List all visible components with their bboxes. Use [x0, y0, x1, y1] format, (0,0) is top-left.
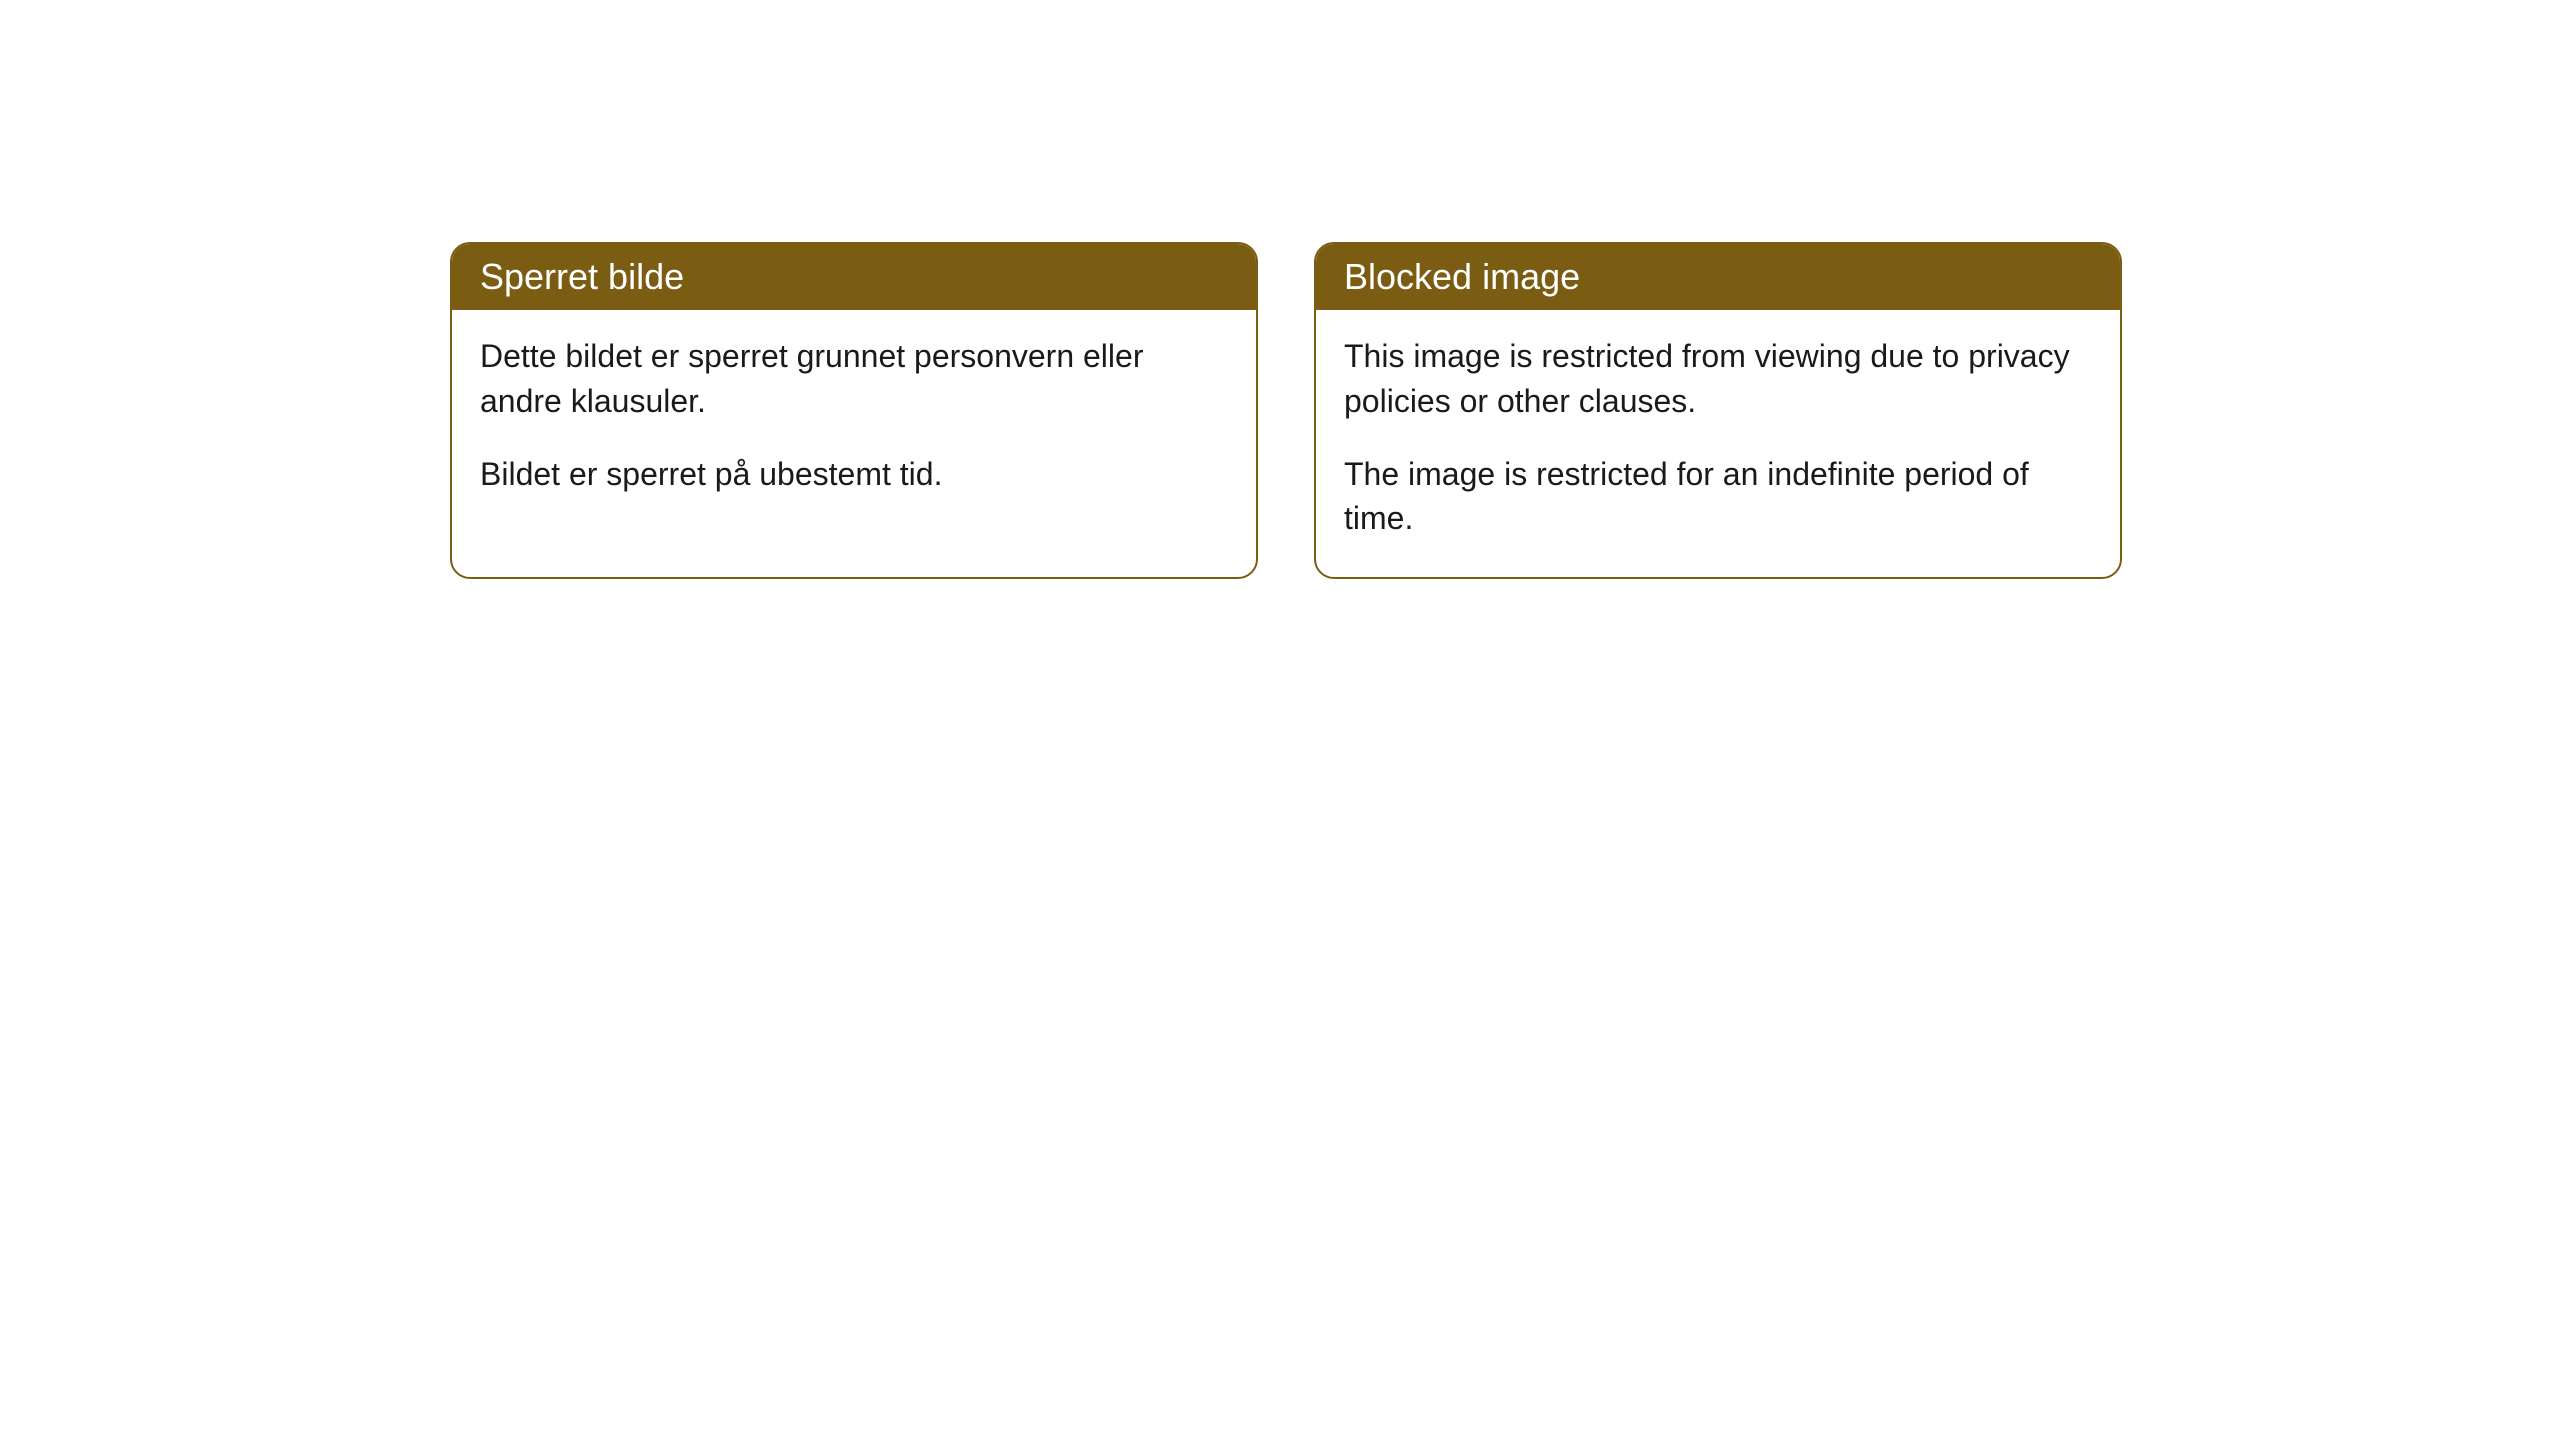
card-header: Blocked image: [1316, 244, 2120, 310]
card-title: Blocked image: [1344, 256, 1580, 297]
blocked-image-card-norwegian: Sperret bilde Dette bildet er sperret gr…: [450, 242, 1258, 579]
blocked-image-card-english: Blocked image This image is restricted f…: [1314, 242, 2122, 579]
card-body: Dette bildet er sperret grunnet personve…: [452, 310, 1256, 532]
card-body: This image is restricted from viewing du…: [1316, 310, 2120, 577]
notice-cards-container: Sperret bilde Dette bildet er sperret gr…: [450, 242, 2122, 579]
card-title: Sperret bilde: [480, 256, 684, 297]
card-paragraph: This image is restricted from viewing du…: [1344, 334, 2092, 424]
card-paragraph: Bildet er sperret på ubestemt tid.: [480, 452, 1228, 497]
card-paragraph: Dette bildet er sperret grunnet personve…: [480, 334, 1228, 424]
card-paragraph: The image is restricted for an indefinit…: [1344, 452, 2092, 542]
card-header: Sperret bilde: [452, 244, 1256, 310]
